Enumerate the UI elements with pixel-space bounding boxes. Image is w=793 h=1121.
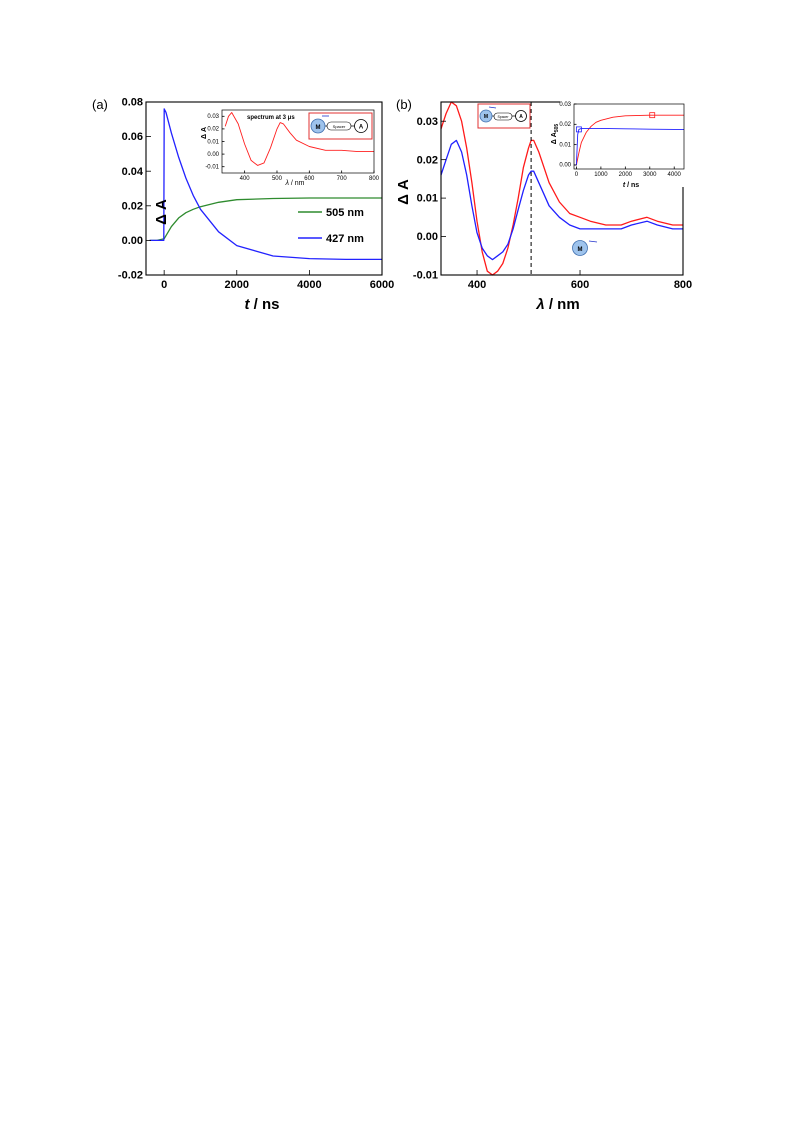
b-main-ytick-label-3: 0.02 (417, 154, 438, 166)
panel-a-inset-xlabel-var: λ (284, 180, 289, 187)
panel-a-plot: 0 2000 4000 6000 -0.02 0.00 0.02 0.04 0.06 0.08 (118, 97, 394, 291)
b-main-xtick-label-1: 600 (571, 279, 589, 291)
panel-a-xlabel: t / ns (244, 296, 279, 313)
scheme-b-a-icon (515, 110, 527, 122)
panel-a-inset-ylabel: Δ A (201, 127, 208, 139)
b-main-ytick-label-2: 0.01 (417, 193, 438, 205)
svg-text:M: M (316, 125, 321, 131)
b-inset-xtick-label-2: 2000 (619, 172, 633, 178)
panel-a-inset-xlabel: λ / nm (284, 180, 304, 187)
b-main-series-1 (440, 139, 683, 261)
a-inset-xtick-label-1: 500 (272, 176, 283, 182)
a-main-xtick-label-0: 0 (161, 279, 167, 291)
figure: (a) 0 2000 4000 6000 -0.02 0.00 0.02 0.04 0.06 0.… (0, 0, 793, 330)
b-inset-xtick-label-4: 4000 (668, 172, 682, 178)
panel-b-xlabel: λ / nm (535, 296, 579, 313)
panel-b-inset-xlabel: t / ns (623, 182, 639, 189)
b-main-series-0 (440, 101, 683, 276)
panel-b-inset-plot: 0 1000 2000 3000 4000 0.00 0.01 0.02 0.03 (559, 102, 685, 178)
b-inset-series-1 (574, 127, 684, 166)
panel-a-inset-plot: 400 500 600 700 800 -0.01 0.00 0.01 0.02 0.03 (205, 109, 380, 182)
svg-text:Spacer: Spacer (333, 124, 346, 129)
a-main-xtick-label-1: 2000 (225, 279, 249, 291)
svg-text:M: M (484, 114, 488, 120)
a-inset-ytick-label-3: 0.02 (207, 127, 219, 133)
b-inset-frame (573, 103, 685, 170)
panel-b-xlabel-unit: / nm (545, 296, 580, 313)
a-inset-xtick-label-2: 600 (304, 176, 315, 182)
panel-b-m-marker: M (572, 240, 598, 256)
b-inset-xtick-label-3: 3000 (643, 172, 657, 178)
svg-text:M: M (578, 247, 583, 253)
panel-b-inset-xlabel-unit: / ns (625, 182, 639, 189)
legend-427-label: 427 nm (326, 233, 364, 245)
scheme-b-m-icon (479, 109, 493, 123)
panel-a-xlabel-var: t (244, 296, 250, 313)
a-main-frame (145, 101, 383, 276)
b-main-ytick-label-1: 0.00 (417, 231, 438, 243)
b-inset-xtick-label-1: 1000 (594, 172, 608, 178)
panel-a-label: (a) (92, 97, 108, 112)
a-main-ytick-label-5: 0.08 (122, 97, 143, 109)
panel-b-xlabel-var: λ (535, 296, 544, 313)
a-inset-ytick-label-1: 0.00 (207, 152, 219, 158)
svg-text:Spacer: Spacer (497, 115, 509, 119)
b-main-xtick-label-0: 400 (468, 279, 486, 291)
a-main-ytick-label-1: 0.00 (122, 235, 143, 247)
scheme-a-icon (354, 119, 368, 133)
panel-b-inset-ylabel: Δ A505 (551, 124, 560, 145)
a-inset-ytick-label-2: 0.01 (207, 139, 219, 145)
a-main-series-1 (149, 108, 382, 261)
b-inset-ytick-label-1: 0.01 (559, 142, 571, 148)
panel-b-label: (b) (396, 97, 412, 112)
panel-b-inset-ylabel-main: Δ A (551, 132, 558, 144)
a-inset-series-0 (224, 112, 374, 166)
panel-b-plot: 400 600 800 -0.01 0.00 0.01 0.02 0.03 (413, 101, 692, 291)
a-main-xtick-label-2: 4000 (297, 279, 321, 291)
b-inset-ytick-label-3: 0.03 (559, 102, 571, 108)
a-main-ytick-label-4: 0.06 (122, 131, 143, 143)
figure-svg: (a) 0 2000 4000 6000-0.020.000.020.040.060.… (92, 97, 692, 313)
panel-a-inset-xlabel-unit: / nm (289, 180, 305, 187)
b-main-xtick-label-2: 800 (674, 279, 692, 291)
scheme-b-arrow-icon (488, 106, 497, 109)
m-icon (572, 240, 588, 256)
svg-text:A: A (359, 125, 364, 131)
a-main-xtick-label-3: 6000 (370, 279, 394, 291)
b-inset-marker-1 (649, 112, 656, 119)
b-inset-ytick-label-0: 0.00 (559, 163, 571, 169)
a-main-ytick-label-2: 0.02 (122, 200, 143, 212)
legend-505-label: 505 nm (326, 207, 364, 219)
b-inset-xtick-label-0: 0 (575, 172, 579, 178)
a-inset-xtick-label-3: 700 (337, 176, 348, 182)
m-arrow-icon (588, 240, 598, 243)
panel-a-scheme: M Spacer A (308, 112, 373, 140)
panel-a-inset-title: spectrum at 3 μs (247, 115, 295, 121)
b-inset-ytick-label-2: 0.02 (559, 122, 571, 128)
a-main-ytick-label-3: 0.04 (122, 166, 144, 178)
panel-b-inset-xlabel-var: t (623, 182, 626, 189)
panel-a-ylabel: Δ A (153, 199, 170, 225)
b-main-ytick-label-0: -0.01 (413, 270, 438, 282)
panel-b-inset-ylabel-sub: 505 (554, 124, 560, 133)
a-main-series-0 (149, 197, 382, 242)
b-main-ytick-label-4: 0.03 (417, 116, 438, 128)
a-inset-ytick-label-0: -0.01 (205, 165, 219, 171)
a-inset-xtick-label-4: 800 (369, 176, 380, 182)
svg-text:A: A (519, 114, 523, 120)
a-inset-ytick-label-4: 0.03 (207, 114, 219, 120)
a-inset-xtick-label-0: 400 (240, 176, 251, 182)
scheme-m-icon (310, 118, 326, 134)
panel-a-xlabel-unit: / ns (249, 296, 279, 313)
b-inset-marker-0 (575, 126, 582, 133)
panel-b-scheme: M Spacer A (477, 103, 531, 129)
panel-b-ylabel: Δ A (395, 179, 412, 205)
a-main-ytick-label-0: -0.02 (118, 270, 143, 282)
